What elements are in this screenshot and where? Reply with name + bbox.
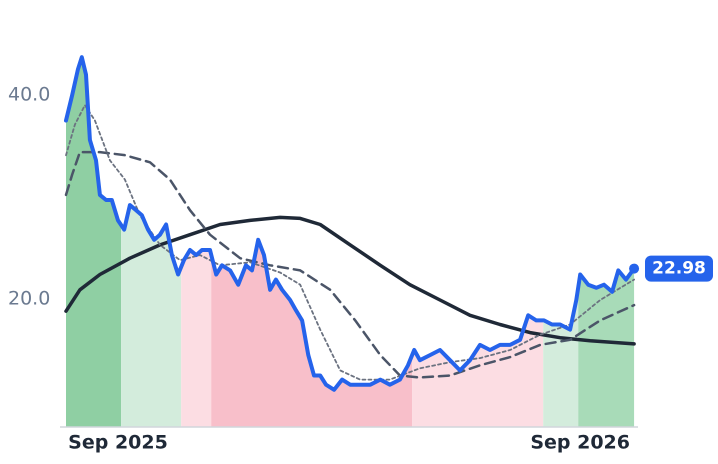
moving-average-line xyxy=(64,215,636,346)
last-value-badge: 22.98 xyxy=(645,255,713,282)
y-tick-label: 40.0 xyxy=(8,83,50,105)
regime-area xyxy=(211,239,413,427)
regime-area xyxy=(412,315,544,427)
last-point xyxy=(629,263,640,274)
y-tick-label: 20.0 xyxy=(8,287,50,309)
regime-area xyxy=(578,268,635,427)
last-value-label: 22.98 xyxy=(652,259,706,279)
x-tick-label: Sep 2025 xyxy=(68,432,168,454)
regime-area xyxy=(181,250,212,427)
regime-area xyxy=(121,205,182,427)
x-tick-label: Sep 2026 xyxy=(530,432,630,454)
price-line xyxy=(64,55,637,392)
badge-box xyxy=(645,255,713,282)
regime-area xyxy=(66,57,122,428)
moving-average-line xyxy=(65,104,635,381)
moving-average-line xyxy=(64,150,636,379)
regime-area xyxy=(543,287,579,427)
